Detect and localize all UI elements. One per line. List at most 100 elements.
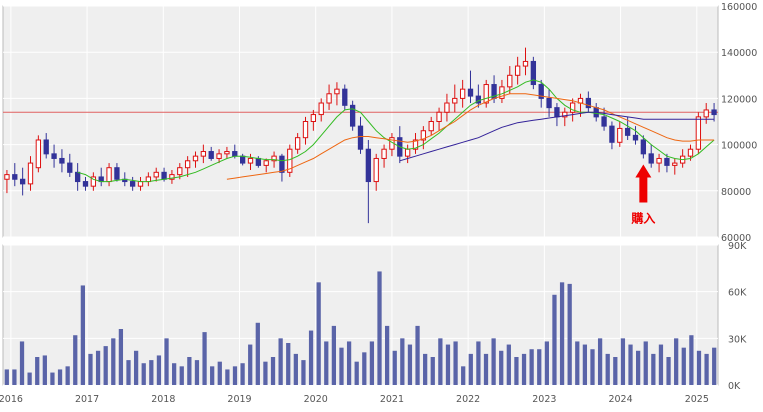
candle-body — [428, 121, 434, 132]
volume-bar — [141, 363, 146, 385]
volume-bar — [461, 366, 466, 385]
candle-body — [640, 139, 647, 155]
candle-body — [216, 153, 222, 159]
volume-bar — [210, 366, 215, 385]
volume-bar — [552, 294, 557, 385]
x-tick-label: 2020 — [304, 394, 328, 405]
candle-body — [200, 151, 207, 157]
volume-bar — [506, 344, 511, 385]
candle-body — [507, 74, 513, 88]
volume-bar — [567, 283, 572, 385]
candle-body — [27, 162, 34, 185]
volume-bar — [240, 363, 245, 385]
candle-body — [569, 102, 576, 113]
candle-body — [436, 111, 442, 123]
candle-body — [302, 121, 309, 139]
volume-bar — [483, 353, 489, 385]
volume-bar — [103, 346, 108, 385]
volume-bar — [263, 361, 268, 385]
volume-bar — [179, 366, 184, 385]
volume-bar — [156, 355, 162, 385]
volume-bar — [491, 338, 496, 385]
candle-body — [287, 148, 293, 173]
candle-body — [554, 107, 560, 118]
candle-body — [263, 160, 269, 166]
candle-body — [169, 174, 175, 180]
volume-bar — [453, 341, 458, 385]
x-tick-label: 2024 — [608, 394, 632, 405]
volume-bar — [605, 353, 610, 385]
ma-short-line — [77, 79, 715, 183]
price-tick-label: 140000 — [721, 48, 757, 59]
x-tick-label: 2018 — [151, 394, 175, 405]
volume-bar — [149, 360, 154, 385]
volume-bar — [362, 352, 367, 385]
candle-body — [538, 84, 544, 99]
volume-bar — [27, 372, 32, 385]
volume-bar — [620, 338, 626, 385]
candle-body — [232, 151, 238, 157]
price-tick-label: 100000 — [721, 141, 757, 152]
price-tick-label: 120000 — [721, 94, 757, 105]
volume-tick-label: 0K — [728, 381, 741, 392]
candle-body — [43, 139, 49, 155]
volume-bar — [126, 360, 131, 385]
volume-bar — [651, 353, 656, 385]
volume-bar — [445, 344, 451, 385]
volume-bar — [438, 338, 443, 385]
candle-body — [145, 176, 152, 183]
candle-body — [239, 155, 246, 164]
volume-bar — [354, 361, 359, 385]
x-tick-label: 2021 — [380, 394, 404, 405]
volume-bar — [681, 347, 686, 385]
volume-bar — [643, 341, 648, 385]
candle-body — [601, 116, 607, 127]
volume-bar — [544, 341, 549, 385]
volume-bar — [316, 282, 321, 385]
volume-bar — [514, 357, 519, 385]
volume-tick-label: 90K — [728, 241, 747, 252]
volume-bar — [301, 360, 306, 385]
volume-bar — [225, 369, 230, 385]
volume-bar — [202, 332, 207, 385]
volume-bar — [42, 355, 47, 385]
volume-bar — [232, 366, 238, 385]
volume-bar — [111, 338, 116, 385]
candle-body — [51, 153, 57, 159]
volume-bar — [590, 349, 595, 385]
candle-body — [585, 97, 592, 109]
candle-body — [255, 157, 262, 166]
volume-bar — [537, 349, 542, 385]
x-tick-label: 2017 — [75, 394, 99, 405]
price-panel: 60000 80000 100000 120000 140000 160000 購入 — [2, 2, 757, 244]
volume-bar — [133, 350, 139, 385]
volume-bar — [164, 338, 169, 385]
candle-body — [67, 162, 73, 173]
price-tick-label: 160000 — [721, 2, 757, 13]
candle-body — [467, 88, 474, 97]
volume-bar — [324, 341, 329, 385]
candle-body — [522, 60, 529, 67]
volume-bar — [50, 372, 55, 385]
candle-body — [342, 88, 348, 106]
volume-bar — [118, 329, 124, 385]
candle-body — [74, 171, 81, 183]
candle-body — [609, 125, 615, 143]
candle-body — [664, 157, 670, 166]
candle-body — [12, 174, 18, 180]
candle-body — [106, 167, 112, 183]
volume-bar — [582, 344, 588, 385]
volume-bar — [88, 353, 93, 385]
volume-bar — [339, 347, 344, 385]
candle-body — [279, 155, 285, 173]
volume-bar — [575, 341, 580, 385]
candle-body — [672, 162, 678, 166]
x-tick-label: 2023 — [532, 394, 556, 405]
candle-body — [459, 88, 466, 99]
candle-body — [137, 181, 144, 187]
volume-bar — [187, 357, 192, 385]
volume-tick-label: 30K — [728, 334, 747, 345]
candle-body — [192, 155, 199, 162]
volume-bar — [636, 350, 641, 385]
candle-body — [357, 125, 364, 150]
